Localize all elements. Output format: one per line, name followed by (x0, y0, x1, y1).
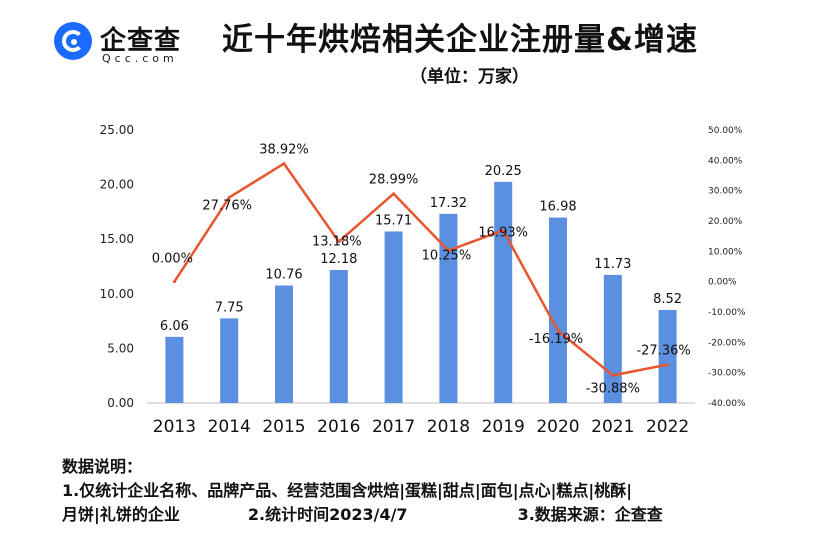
bar (220, 318, 239, 403)
line-data-label: 10.25% (422, 249, 472, 264)
x-tick-label: 2017 (372, 417, 415, 437)
left-tick-label: 25.00 (100, 123, 134, 137)
x-tick-label: 2019 (482, 417, 525, 437)
line-point (337, 240, 341, 244)
line-point (501, 228, 505, 232)
notes-line-2: 月饼|礼饼的企业 2.统计时间2023/4/7 3.数据来源：企查查 (62, 503, 663, 527)
brand-domain: Qcc.com (102, 52, 178, 65)
bar (494, 181, 513, 403)
left-tick-label: 20.00 (100, 178, 134, 192)
line-data-labels: 0.00% 27.76% 38.92% 13.18% 28.99% 10.25% 16.93… (152, 143, 691, 397)
bar-data-label: 6.06 (160, 319, 189, 334)
line-data-label: 16.93% (478, 225, 528, 240)
left-tick-label: 5.00 (107, 341, 134, 355)
data-notes: 数据说明： 1.仅统计企业名称、品牌产品、经营范围含烘焙|蛋糕|甜点|面包|点心… (62, 455, 663, 527)
bar (165, 336, 184, 403)
bar-data-labels: 6.06 7.75 10.76 12.18 15.71 17.32 20.25 16.98 11… (160, 164, 682, 334)
x-tick-label: 2014 (208, 417, 251, 437)
line-point (282, 162, 286, 166)
x-axis-ticks: 2013 2014 2015 2016 2017 2018 2019 2020 2021 2022 (153, 417, 689, 437)
bar-data-label: 10.76 (265, 268, 302, 283)
left-tick-label: 0.00 (107, 396, 134, 410)
bar-data-label: 11.73 (594, 257, 631, 272)
right-tick-label: 0.00% (708, 278, 737, 288)
line-series (172, 162, 670, 377)
x-tick-label: 2021 (591, 417, 634, 437)
x-tick-label: 2015 (262, 417, 305, 437)
bar (439, 213, 458, 403)
chart-title: 近十年烘焙相关企业注册量&增速 (222, 22, 699, 58)
notes-line-1: 1.仅统计企业名称、品牌产品、经营范围含烘焙|蛋糕|甜点|面包|点心|糕点|桃酥… (62, 481, 633, 500)
line-data-label: 0.00% (152, 252, 193, 267)
right-tick-label: 20.00% (708, 217, 743, 227)
bar-data-label: 15.71 (375, 213, 412, 228)
line-data-label: -27.36% (636, 344, 690, 359)
x-tick-label: 2020 (536, 417, 579, 437)
right-axis-ticks: -40.00% -30.00% -20.00% -10.00% 0.00% 10.00% 2… (708, 126, 746, 409)
line-data-label: -16.19% (529, 332, 583, 347)
right-tick-label: -10.00% (708, 308, 746, 318)
line-point (556, 329, 560, 333)
bar-series (165, 181, 677, 403)
line-point (611, 373, 615, 377)
bar (549, 217, 567, 403)
line-data-label: -30.88% (586, 381, 640, 396)
right-tick-label: -40.00% (708, 399, 746, 409)
x-tick-label: 2018 (427, 417, 470, 437)
line-point (227, 195, 231, 199)
bar (329, 269, 348, 403)
x-tick-label: 2013 (153, 417, 196, 437)
x-tick-label: 2022 (646, 417, 689, 437)
right-tick-label: 10.00% (708, 247, 743, 257)
bar (658, 309, 677, 403)
brand-name: 企查查 (100, 26, 182, 56)
bar (384, 231, 403, 403)
line-point (446, 249, 450, 253)
growth-line (173, 162, 668, 377)
chart-unit: （单位：万家） (410, 67, 529, 87)
notes-heading: 数据说明： (62, 457, 143, 476)
bar-data-label: 8.52 (653, 292, 682, 307)
line-data-label: 38.92% (259, 143, 309, 158)
left-tick-label: 15.00 (100, 232, 134, 246)
left-tick-label: 10.00 (100, 287, 134, 301)
bar-data-label: 20.25 (485, 164, 522, 179)
left-axis-ticks: 0.00 5.00 10.00 15.00 20.00 25.00 (100, 123, 134, 410)
bar-data-label: 17.32 (430, 196, 467, 211)
line-point (666, 363, 670, 367)
right-tick-label: -20.00% (708, 338, 746, 348)
line-data-label: 27.76% (202, 198, 252, 213)
right-tick-label: -30.00% (708, 369, 746, 379)
qcc-logo-icon (54, 22, 92, 60)
right-tick-label: 30.00% (708, 187, 743, 197)
bar (275, 285, 293, 403)
bar-data-label: 16.98 (539, 200, 576, 215)
notes-scope-end: 月饼|礼饼的企业 (62, 505, 180, 524)
bar-data-label: 12.18 (320, 252, 357, 267)
notes-date: 2.统计时间2023/4/7 (247, 505, 408, 524)
right-tick-label: 40.00% (708, 156, 743, 166)
line-point (392, 192, 396, 196)
notes-source: 3.数据来源：企查查 (517, 505, 663, 524)
line-data-label: 28.99% (369, 173, 419, 188)
x-tick-label: 2016 (317, 417, 360, 437)
line-point (172, 280, 176, 284)
bar-data-label: 7.75 (215, 300, 244, 315)
line-data-label: 13.18% (312, 235, 362, 250)
right-tick-label: 50.00% (708, 126, 743, 136)
brand-logo: 企查查 Qcc.com (54, 18, 204, 68)
